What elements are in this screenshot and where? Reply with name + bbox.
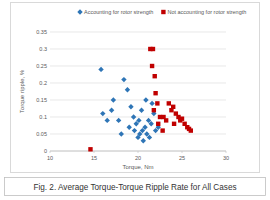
- point: [142, 125, 147, 130]
- x-tick: [94, 151, 95, 153]
- y-tick-label: 0: [44, 148, 47, 154]
- point: [150, 64, 154, 68]
- point: [161, 115, 165, 119]
- x-tick-label: 15: [91, 155, 97, 161]
- legend-marker: [77, 9, 82, 14]
- point: [128, 104, 133, 109]
- point: [116, 118, 121, 123]
- y-tick-label: 0.1: [39, 114, 47, 120]
- y-tick-label: 0.35: [36, 29, 47, 35]
- y-tick-label: 0.15: [36, 97, 47, 103]
- point: [160, 128, 164, 132]
- point: [156, 122, 160, 126]
- chart-root: 0 0.05 0.1 0.15 0.2 0.25 0.3 0.35 10 15 20 25 30 Torq…: [0, 0, 270, 200]
- point: [180, 117, 184, 121]
- point: [149, 101, 154, 106]
- point: [136, 118, 141, 123]
- grid-line: [50, 117, 226, 118]
- point: [88, 147, 92, 151]
- point: [121, 77, 126, 82]
- y-tick-label: 0.2: [39, 80, 47, 86]
- point: [153, 74, 157, 78]
- point: [139, 108, 144, 113]
- x-axis-label: Torque, Nm: [122, 164, 153, 170]
- point: [167, 101, 171, 105]
- point: [131, 114, 136, 119]
- point: [143, 97, 148, 102]
- point: [187, 127, 191, 131]
- caption: Fig. 2. Average Torque-Torque Ripple Rat…: [33, 183, 236, 192]
- point: [155, 101, 159, 105]
- x-tick: [226, 151, 227, 153]
- point: [125, 87, 130, 92]
- legend-label: Accounting for rotor strength: [84, 9, 153, 15]
- y-tick-label: 0.3: [39, 46, 47, 52]
- y-axis-label: Torque ripple, %: [19, 69, 25, 113]
- grid-line: [50, 83, 226, 84]
- point: [105, 118, 110, 123]
- point: [119, 131, 124, 136]
- point: [98, 67, 103, 72]
- x-tick-label: 10: [47, 155, 53, 161]
- point: [151, 47, 155, 51]
- point: [132, 128, 137, 133]
- x-tick-label: 30: [223, 155, 229, 161]
- point: [147, 135, 152, 140]
- x-tick: [50, 151, 51, 153]
- legend-label: Not accounting for rotor strength: [167, 9, 246, 15]
- x-tick: [138, 151, 139, 153]
- grid-line: [50, 66, 226, 67]
- point: [152, 108, 156, 112]
- point: [153, 91, 157, 95]
- grid-line: [50, 32, 226, 33]
- y-tick-label: 0.25: [36, 63, 47, 69]
- grid-line: [50, 49, 226, 50]
- x-tick-label: 25: [179, 155, 185, 161]
- grid-line: [50, 100, 226, 101]
- y-tick-label: 0.05: [36, 131, 47, 137]
- x-tick: [182, 151, 183, 153]
- point: [109, 108, 114, 113]
- caption-box: [5, 178, 266, 196]
- point: [127, 125, 132, 130]
- point: [100, 111, 105, 116]
- point: [172, 122, 176, 126]
- point: [171, 105, 175, 109]
- plot-area: [88, 47, 193, 152]
- point: [149, 121, 154, 126]
- point: [111, 97, 116, 102]
- point: [141, 138, 146, 143]
- x-tick-label: 20: [135, 155, 141, 161]
- chart-border: [11, 3, 260, 173]
- legend-marker: [161, 10, 165, 14]
